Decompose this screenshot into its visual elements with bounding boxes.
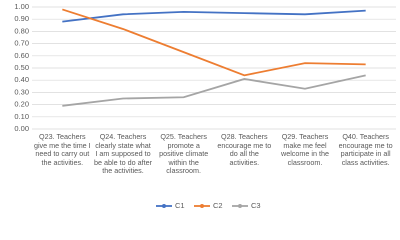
series-line xyxy=(62,74,366,107)
y-tick-label: 0.60 xyxy=(14,51,29,60)
x-tick-label: Q29. Teachers make me feel welcome in th… xyxy=(281,132,329,167)
y-tick-label: 0.20 xyxy=(14,100,29,109)
x-tick-label: Q25. Teachers promote a positive climate… xyxy=(159,132,209,176)
y-tick-label: 0.70 xyxy=(14,39,29,48)
y-tick-label: 0.40 xyxy=(14,75,29,84)
y-tick-label: 0.10 xyxy=(14,112,29,121)
x-tick-label: Q24. Teachers clearly state what I am su… xyxy=(94,132,152,176)
y-tick-label: 1.00 xyxy=(14,2,29,11)
series-line xyxy=(62,9,366,23)
y-tick-label: 0.50 xyxy=(14,63,29,72)
legend-marker xyxy=(200,204,204,208)
legend-marker xyxy=(238,204,242,208)
y-tick-label: 0.00 xyxy=(14,124,29,133)
legend-label: C1 xyxy=(175,201,185,210)
legend-label: C3 xyxy=(251,201,261,210)
x-tick-label: Q23. Teachers give me the time I need to… xyxy=(33,132,91,167)
legend-label: C2 xyxy=(213,201,223,210)
series-line xyxy=(62,8,366,77)
y-tick-label: 0.90 xyxy=(14,14,29,23)
y-tick-label: 0.30 xyxy=(14,87,29,96)
x-tick-label: Q40. Teachers encourage me to participat… xyxy=(338,132,393,167)
chart-svg: 0.00 0.10 0.20 0.30 0.40 0.50 0.60 0.70 0.80 0.90… xyxy=(14,2,396,210)
y-tick-label: 0.80 xyxy=(14,26,29,35)
legend-marker xyxy=(162,204,166,208)
x-tick-label: Q28. Teachers encourage me to do all the… xyxy=(217,132,272,167)
chart: 0.00 0.10 0.20 0.30 0.40 0.50 0.60 0.70 0.80 0.90… xyxy=(14,2,396,210)
